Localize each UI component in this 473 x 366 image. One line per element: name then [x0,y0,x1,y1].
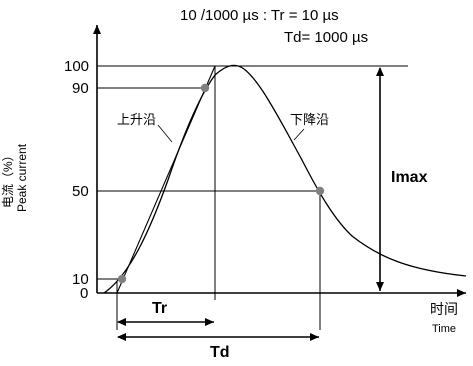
current-waveform-curve [103,64,467,294]
point-50-percent-tail [315,186,325,196]
point-90-percent [200,83,210,93]
falling-edge-leader [293,128,305,141]
y-axis-label: 电流（%） Peak current [1,112,32,222]
point-10-percent [117,274,127,284]
y-axis-label-cn: 电流（%） [1,149,15,208]
x-axis-label-cn: 时间 [430,301,458,317]
y-axis-label-en: Peak current [15,143,29,212]
y-tick-100: 100 [64,58,90,75]
y-tick-0: 0 [80,285,89,302]
td-label: Td [210,344,230,361]
waveform-title-line2: Td= 1000 µs [284,29,369,46]
x-axis-label-en: Time [432,323,457,335]
waveform-title-line1: 10 /1000 µs : Tr = 10 µs [180,7,339,24]
rising-edge-leader [157,124,173,143]
falling-edge-label: 下降沿 [290,112,330,127]
rise-tangent-line [116,65,216,294]
rising-edge-label: 上升沿 [117,112,157,127]
y-tick-90: 90 [72,80,89,97]
y-tick-10: 10 [72,271,89,288]
imax-label: Imax [391,169,428,186]
y-tick-50: 50 [72,183,89,200]
tr-label: Tr [152,300,168,317]
